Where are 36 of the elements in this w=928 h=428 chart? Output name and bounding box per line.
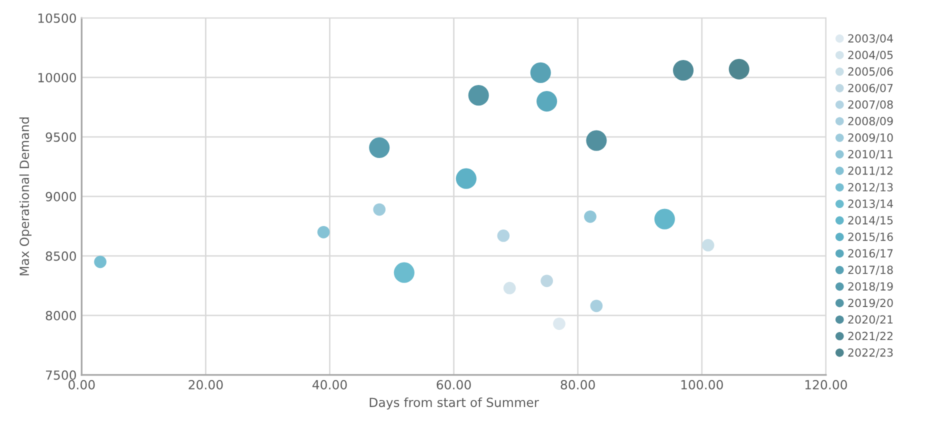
y-tick-label: 8000 [46,310,76,320]
legend-label: 2017/18 [848,266,893,275]
legend-label: 2013/14 [848,200,893,209]
y-tick-label: 7500 [46,370,76,380]
y-tick-label: 9000 [46,192,76,202]
legend-label: 2015/16 [848,232,893,242]
y-tick-label: 8500 [46,251,76,261]
legend-label: 2016/17 [848,249,893,258]
x-tick-label: 40.00 [312,380,347,390]
legend-label: 2020/21 [848,315,893,325]
x-tick-label: 0.00 [68,380,95,390]
y-tick-label: 10500 [38,13,76,23]
y-tick-label: 10000 [38,72,76,82]
legend-label: 2006/07 [848,84,893,94]
legend-label: 2010/11 [848,150,893,160]
legend-label: 2004/05 [848,50,893,60]
y-axis-title: Max Operational Demand [19,118,32,276]
x-axis-title: Days from start of Summer [370,397,539,410]
legend-label: 2005/06 [848,67,893,77]
x-tick-label: 60.00 [436,380,471,390]
x-tick-label: 100.00 [681,380,723,390]
legend-label: 2019/20 [848,298,893,308]
y-tick-label: 9500 [46,132,76,142]
legend-label: 2009/10 [848,133,893,143]
legend-label: 2007/08 [848,100,893,110]
x-tick-label: 120.00 [805,380,847,390]
legend-label: 2021/22 [848,332,892,342]
legend-label: 2012/13 [848,183,893,192]
x-tick-label: 20.00 [188,380,223,390]
legend-label: 2022/23 [848,348,893,358]
x-tick-label: 80.00 [560,380,595,390]
legend-label: 2018/19 [848,282,893,292]
legend-label: 2008/09 [848,116,893,126]
legend-label: 2011/12 [848,166,892,176]
legend-label: 2003/04 [848,34,893,44]
legend-label: 2014/15 [848,216,893,226]
